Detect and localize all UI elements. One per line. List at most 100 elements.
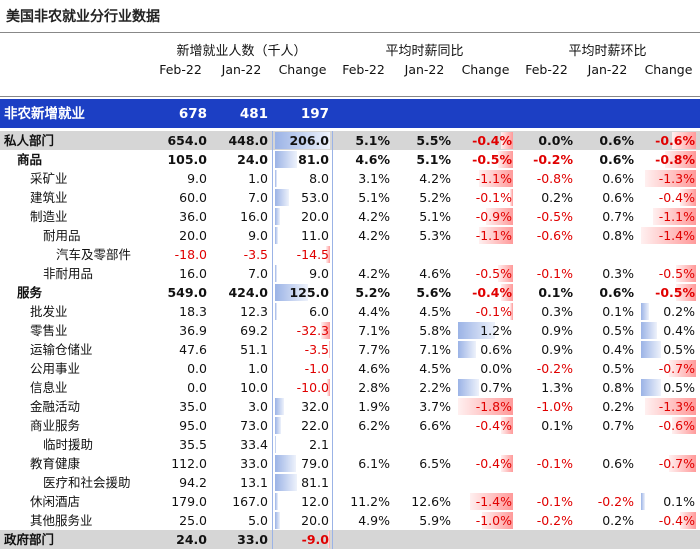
cell-value: -0.5% (658, 265, 695, 281)
cell-value: 4.9% (358, 512, 390, 528)
cell-value: 7.0 (248, 265, 268, 281)
row-label: 建筑业 (30, 189, 68, 205)
cell-value: -1.4% (475, 493, 512, 509)
column-header: Feb-22 (342, 62, 385, 77)
cell-value: -0.5% (536, 208, 573, 224)
title: 美国非农就业分行业数据 (6, 9, 160, 25)
cell-value: 6.5% (419, 455, 451, 471)
cell-value: 0.6% (599, 284, 634, 300)
data-bar (509, 303, 513, 320)
cell-value: 7.7% (358, 341, 390, 357)
cell-value: 22.0 (301, 417, 329, 433)
data-bar (672, 132, 696, 149)
cell-value: 0.5% (663, 379, 695, 395)
cell-value: -0.4% (472, 132, 512, 148)
cell-border (272, 245, 333, 264)
cell-value: 5.1% (355, 132, 390, 148)
cell-value: 0.9% (541, 341, 573, 357)
data-bar (509, 189, 513, 206)
cell-value: 0.5% (602, 360, 634, 376)
data-bar (275, 189, 290, 206)
cell-value: 0.5% (602, 322, 634, 338)
data-bar (644, 170, 696, 187)
cell-border (272, 454, 333, 473)
cell-value: 0.2% (602, 398, 634, 414)
cell-value: 33.0 (237, 531, 268, 547)
cell-value: 9.0 (248, 227, 268, 243)
cell-value: 81.1 (301, 474, 329, 490)
cell-value: -1.0% (536, 398, 573, 414)
row-label: 私人部门 (4, 132, 55, 148)
row-label: 制造业 (30, 208, 68, 224)
data-bar (500, 417, 513, 434)
cell-value: -1.1% (475, 227, 512, 243)
cell-value: 0.6% (599, 151, 634, 167)
cell-value: 481 (239, 105, 268, 122)
cell-value: 35.0 (179, 398, 207, 414)
data-bar (641, 379, 661, 396)
cell-value: 167.0 (232, 493, 268, 509)
row-highlight (0, 530, 700, 549)
column-header: Feb-22 (159, 62, 202, 77)
cell-border (272, 150, 333, 169)
cell-value: 5.8% (419, 322, 451, 338)
cell-value: 0.7% (480, 379, 512, 395)
data-bar (275, 512, 281, 529)
cell-value: 2.2% (419, 379, 451, 395)
cell-border (272, 359, 333, 378)
cell-value: 53.0 (301, 189, 329, 205)
cell-value: -3.5 (243, 246, 268, 262)
cell-value: -0.6% (658, 417, 695, 433)
data-bar (329, 341, 330, 358)
cell-value: -0.6% (655, 132, 695, 148)
row-label: 商业服务 (30, 417, 81, 433)
cell-value: 32.0 (301, 398, 329, 414)
cell-value: -3.5 (304, 341, 329, 357)
cell-value: 6.2% (358, 417, 390, 433)
data-bar (275, 132, 330, 149)
cell-value: -0.4% (475, 455, 512, 471)
cell-value: -9.0 (301, 531, 329, 547)
cell-value: -0.2% (533, 151, 573, 167)
cell-value: 11.0 (301, 227, 329, 243)
cell-value: 5.2% (355, 284, 390, 300)
cell-value: 0.6% (599, 132, 634, 148)
cell-value: 1.0 (248, 360, 268, 376)
cell-border (272, 530, 333, 549)
cell-value: 5.6% (416, 284, 451, 300)
cell-value: -18.0 (174, 246, 207, 262)
cell-value: 206.0 (289, 132, 329, 148)
cell-border (272, 207, 333, 226)
cell-value: 0.6% (602, 170, 634, 186)
cell-value: 105.0 (167, 151, 207, 167)
data-bar (275, 455, 297, 472)
cell-value: 4.5% (419, 303, 451, 319)
cell-value: 16.0 (179, 265, 207, 281)
cell-value: 4.6% (419, 265, 451, 281)
row-label: 金融活动 (30, 398, 81, 414)
cell-value: 13.1 (240, 474, 268, 490)
cell-value: 81.0 (298, 151, 329, 167)
cell-border (272, 302, 333, 321)
cell-value: 0.5% (663, 341, 695, 357)
cell-value: 0.0 (187, 379, 207, 395)
data-bar (676, 284, 696, 301)
row-label: 其他服务业 (30, 512, 93, 528)
cell-value: 35.5 (179, 436, 207, 452)
cell-value: 5.1% (358, 189, 390, 205)
cell-value: -1.3% (658, 398, 695, 414)
cell-value: 424.0 (228, 284, 268, 300)
cell-value: 73.0 (240, 417, 268, 433)
cell-value: -1.8% (475, 398, 512, 414)
cell-value: 95.0 (179, 417, 207, 433)
cell-value: 60.0 (179, 189, 207, 205)
cell-value: -0.2% (536, 512, 573, 528)
cell-value: 0.7% (602, 417, 634, 433)
cell-value: 7.0 (248, 189, 268, 205)
cell-value: 69.2 (240, 322, 268, 338)
cell-value: 3.7% (419, 398, 451, 414)
cell-value: 5.0 (248, 512, 268, 528)
data-bar (641, 303, 649, 320)
cell-border (272, 492, 333, 511)
cell-value: 1.0 (248, 170, 268, 186)
